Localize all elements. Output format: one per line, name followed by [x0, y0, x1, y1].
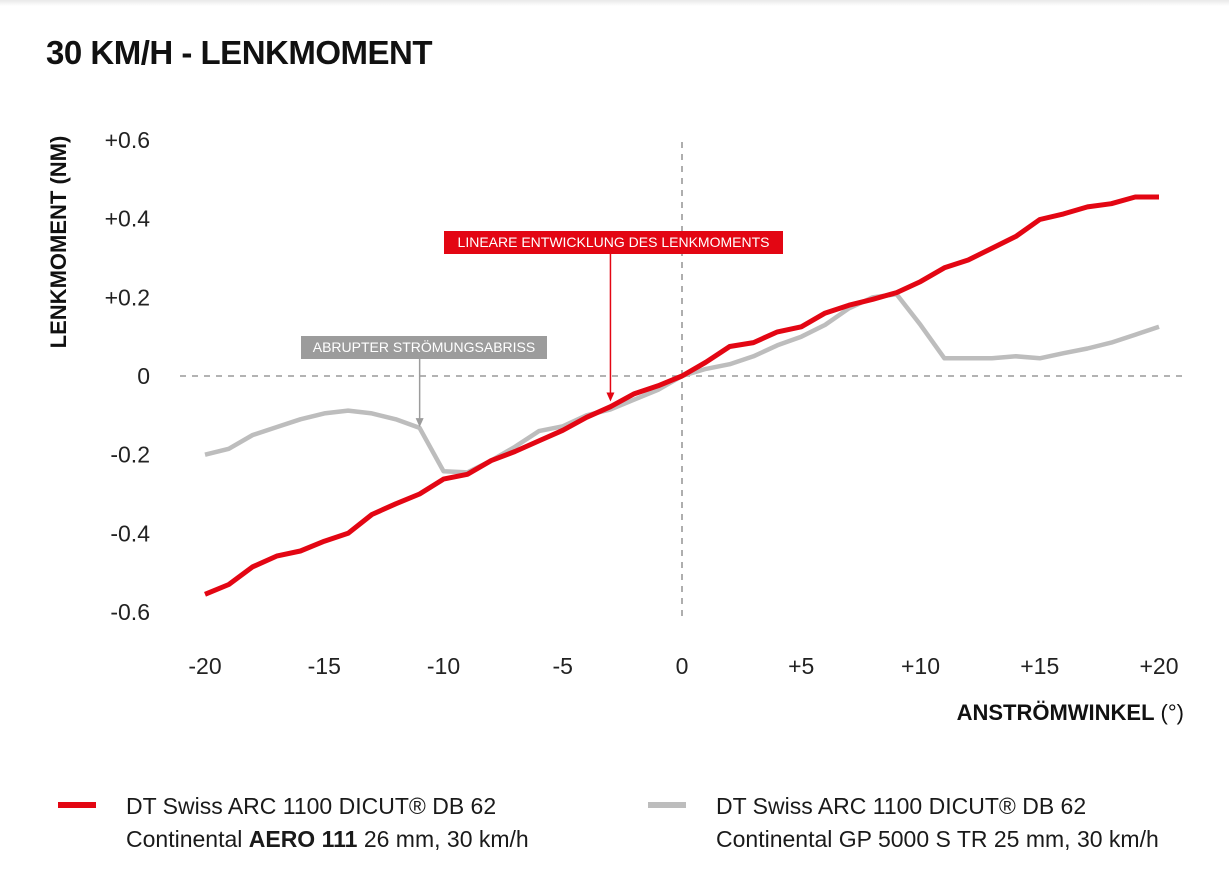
legend-aero-line2-bold: AERO 111: [248, 826, 358, 852]
legend-label-gp5000: DT Swiss ARC 1100 DICUT® DB 62 Continent…: [716, 790, 1159, 856]
x-tick-label: +20: [1139, 653, 1178, 679]
legend-aero-line2-post: 26 mm, 30 km/h: [357, 826, 529, 852]
x-tick-label: -20: [188, 653, 221, 679]
x-tick-label: +5: [788, 653, 814, 679]
chart-title: 30 KM/H - LENKMOMENT: [46, 34, 433, 71]
legend-swatch-red: [58, 802, 96, 808]
y-tick-label: -0.2: [110, 442, 150, 468]
x-tick-label: +15: [1020, 653, 1059, 679]
annotation-linear-box: [444, 231, 783, 254]
x-axis-label-name: ANSTRÖMWINKEL: [957, 700, 1155, 725]
annotation-stall-box: [301, 336, 547, 359]
zero-gridlines: [180, 142, 1186, 622]
y-tick-label: +0.2: [105, 284, 150, 310]
x-axis-label: ANSTRÖMWINKEL (°): [957, 700, 1184, 725]
y-tick-label: -0.4: [110, 520, 150, 546]
y-axis-ticks: +0.6 +0.4 +0.2 0 -0.2 -0.4 -0.6: [105, 127, 151, 625]
top-shadow-bar: [0, 0, 1229, 6]
x-tick-label: -15: [308, 653, 341, 679]
y-tick-label: 0: [137, 363, 150, 389]
annotation-stall-arrowhead: [415, 418, 424, 428]
legend-gp5000-line2: Continental GP 5000 S TR 25 mm, 30 km/h: [716, 826, 1159, 852]
series-line-aero: [204, 194, 1159, 597]
annotation-linear-arrowhead: [606, 392, 615, 402]
y-tick-label: +0.6: [105, 127, 150, 153]
x-tick-label: +10: [901, 653, 940, 679]
x-axis-label-unit: (°): [1161, 700, 1184, 725]
annotation-linear-text: LINEARE ENTWICKLUNG DES LENKMOMENTS: [458, 234, 770, 250]
annotation-stall: ABRUPTER STRÖMUNGSABRISS: [301, 336, 547, 428]
chart-area: +0.6 +0.4 +0.2 0 -0.2 -0.4 -0.6 -20 -15 -10 -5 0 +5…: [46, 127, 1186, 725]
annotations: LINEARE ENTWICKLUNG DES LENKMOMENTS ABRUP…: [301, 231, 783, 428]
legend-aero-line2: Continental AERO 111 26 mm, 30 km/h: [126, 823, 529, 856]
y-tick-label: +0.4: [105, 206, 151, 232]
y-axis-label: LENKMOMENT (NM): [46, 136, 71, 349]
legend-aero-line1: DT Swiss ARC 1100 DICUT® DB 62: [126, 793, 497, 819]
legend-gp5000-line1: DT Swiss ARC 1100 DICUT® DB 62: [716, 793, 1087, 819]
x-tick-label: 0: [676, 653, 689, 679]
legend-label-aero: DT Swiss ARC 1100 DICUT® DB 62 Continent…: [126, 790, 529, 856]
legend-aero-line2-pre: Continental: [126, 826, 249, 852]
series-lines: [204, 194, 1160, 597]
x-axis-ticks: -20 -15 -10 -5 0 +5 +10 +15 +20: [188, 653, 1178, 679]
annotation-linear: LINEARE ENTWICKLUNG DES LENKMOMENTS: [444, 231, 783, 402]
x-tick-label: -5: [553, 653, 573, 679]
x-tick-label: -10: [427, 653, 460, 679]
y-tick-label: -0.6: [110, 599, 150, 625]
annotation-stall-text: ABRUPTER STRÖMUNGSABRISS: [313, 338, 535, 355]
legend-swatch-grey: [648, 802, 686, 808]
